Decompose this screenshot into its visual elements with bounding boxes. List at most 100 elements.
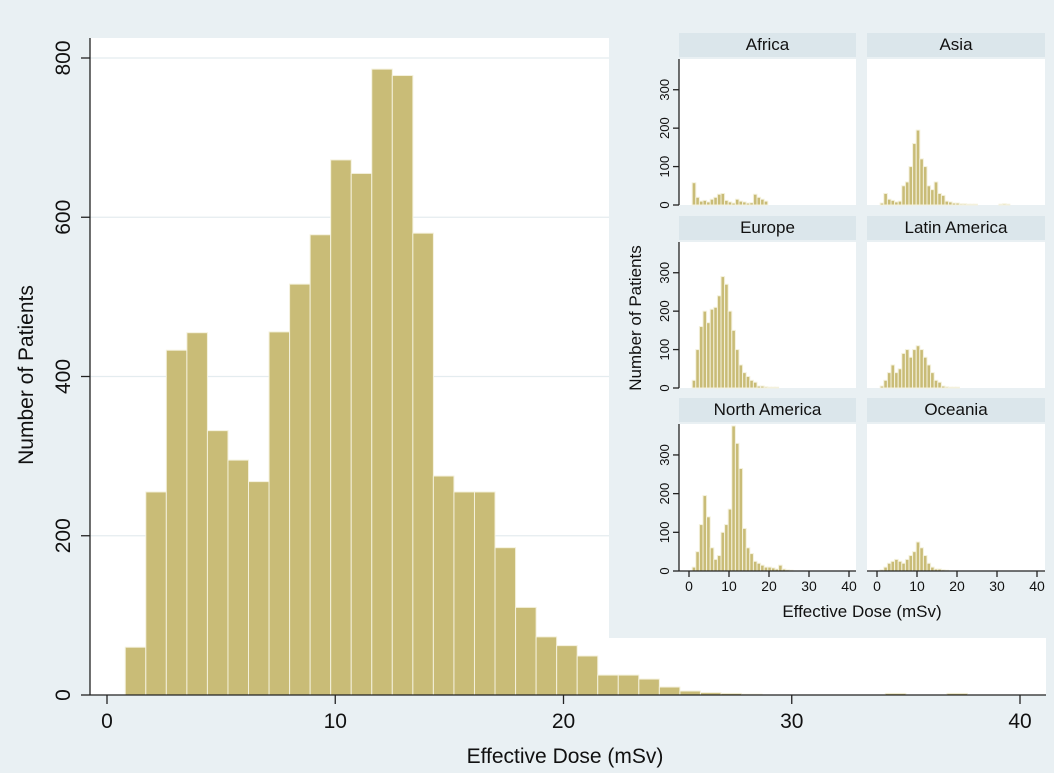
facet-histogram-bar <box>720 276 726 389</box>
main-histogram-bar <box>330 159 352 696</box>
facet-title: Latin America <box>905 218 1009 237</box>
facet-histogram-bar <box>919 547 924 572</box>
facet-histogram-bar <box>955 386 960 389</box>
facet-histogram-bar <box>724 199 729 206</box>
facet-y-tick-label: 100 <box>657 156 672 178</box>
main-histogram-bar <box>268 331 291 696</box>
facet-x-tick-label: 30 <box>801 578 817 594</box>
main-x-tick-label: 10 <box>324 710 347 733</box>
facet-histogram-bar <box>727 201 733 206</box>
facet-x-tick-label: 0 <box>873 578 881 594</box>
main-histogram-bar <box>206 430 229 696</box>
facet-histogram-bar <box>897 560 903 572</box>
main-histogram-bar <box>412 232 434 696</box>
facet-plot-area <box>867 424 1045 571</box>
facet-histogram-bar <box>742 527 747 572</box>
facet-y-tick-label: 200 <box>657 300 672 322</box>
facet-y-tick-label: 200 <box>657 117 672 139</box>
facet-x-tick-label: 20 <box>949 578 965 594</box>
facet-histogram-bar <box>691 379 697 389</box>
facet-histogram-bar <box>731 329 736 389</box>
facet-histogram-bar <box>894 372 899 389</box>
facet-y-tick-label: 300 <box>657 444 672 466</box>
facet-histogram-bar <box>702 199 708 206</box>
facet-histogram-bar <box>745 547 751 572</box>
facet-histogram-bar <box>695 349 700 389</box>
facet-strip <box>867 398 1045 422</box>
facet-histogram-bar <box>706 322 711 389</box>
main-histogram-bar <box>535 636 558 696</box>
facet-histogram-bar <box>745 375 751 389</box>
main-histogram-bar <box>186 332 208 696</box>
facet-x-tick-label: 10 <box>909 578 925 594</box>
facet-histogram-bar <box>930 372 935 389</box>
main-histogram-bar <box>638 678 660 696</box>
main-y-tick-label: 0 <box>52 689 75 701</box>
facet-histogram-bar <box>724 524 729 572</box>
facet-histogram-bar <box>713 558 718 572</box>
main-y-tick-label: 200 <box>52 518 75 553</box>
facet-histogram-bar <box>756 562 762 572</box>
facet-histogram-bar <box>709 547 715 572</box>
facet-histogram-bar <box>922 555 928 572</box>
facet-histogram-bar <box>958 203 964 206</box>
main-histogram-bar <box>248 481 270 696</box>
main-x-tick-label: 0 <box>101 710 113 733</box>
facet-histogram-bar <box>749 553 754 572</box>
facet-histogram-bar <box>702 310 708 389</box>
facet-histogram-bar <box>716 193 722 206</box>
main-histogram-bar <box>371 68 393 696</box>
main-histogram-bar <box>391 75 414 696</box>
facet-strip <box>679 216 856 240</box>
facet-histogram-bar <box>752 560 758 572</box>
facet-histogram-bar <box>922 356 928 389</box>
facet-x-tick-label: 40 <box>1029 578 1045 594</box>
facet-histogram-bar <box>901 562 906 572</box>
facet-histogram-bar <box>706 516 711 572</box>
facet-histogram-bar <box>713 196 718 206</box>
facet-histogram-bar <box>709 198 715 206</box>
main-histogram-bar <box>309 234 332 696</box>
facet-strip <box>679 33 856 57</box>
inset-x-axis-title: Effective Dose (mSv) <box>782 602 941 621</box>
facet-histogram-bar <box>713 306 718 389</box>
facet-histogram-bar <box>724 283 729 389</box>
facet-histogram-bar <box>709 308 715 389</box>
facet-histogram-bar <box>774 386 780 389</box>
facet-histogram-bar <box>720 531 726 572</box>
facet-histogram-bar <box>908 166 914 206</box>
facet-histogram-bar <box>973 203 978 206</box>
facet-title: Oceania <box>924 400 988 419</box>
facet-histogram-bar <box>951 386 957 389</box>
facet-title: Asia <box>939 35 973 54</box>
facet-histogram-bar <box>742 201 747 206</box>
facet-histogram-bar <box>933 379 939 389</box>
facet-histogram-bar <box>919 349 924 389</box>
main-x-tick-label: 20 <box>552 710 575 733</box>
main-histogram-bar <box>494 547 517 696</box>
facet-histogram-bar <box>912 349 917 389</box>
facet-histogram-bar <box>778 564 783 572</box>
facet-x-tick-label: 10 <box>721 578 737 594</box>
facet-histogram-bar <box>922 166 928 206</box>
facet-y-tick-label: 200 <box>657 483 672 505</box>
facet-histogram-bar <box>727 310 733 389</box>
facet-histogram-bar <box>901 352 906 389</box>
facet-histogram-bar <box>760 198 765 206</box>
facet-histogram-bar <box>904 558 910 572</box>
facet-histogram-bar <box>890 364 896 389</box>
main-histogram-bar <box>473 491 496 696</box>
facet-histogram-bar <box>886 198 892 206</box>
main-histogram-bar <box>432 475 455 696</box>
facet-histogram-bar <box>695 196 700 206</box>
facet-histogram-bar <box>966 203 971 206</box>
facet-x-tick-label: 40 <box>841 578 857 594</box>
facet-histogram-bar <box>897 368 903 389</box>
main-x-tick-label: 30 <box>780 710 803 733</box>
facet-histogram-bar <box>930 189 935 206</box>
facet-y-tick-label: 100 <box>657 339 672 361</box>
facet-histogram-bar <box>883 379 888 389</box>
facet-histogram-bar <box>897 200 903 206</box>
facet-histogram-bar <box>926 364 932 389</box>
facet-histogram-bar <box>969 203 975 206</box>
